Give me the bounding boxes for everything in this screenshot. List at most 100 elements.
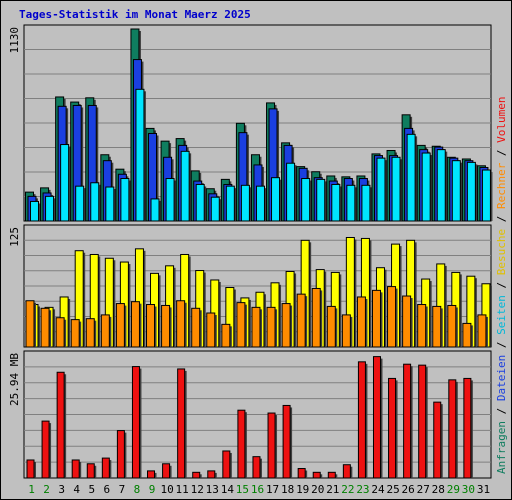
sites-bar-day-4 (70, 319, 80, 348)
pages-bar-day-25 (391, 156, 401, 222)
sites-bar-day-18 (281, 303, 291, 348)
volume-bar-day-11 (177, 368, 186, 479)
volume-bar-day-26 (403, 363, 412, 479)
legend-entry: Volumen (495, 96, 508, 142)
legend-entry: Anfragen (495, 421, 508, 474)
x-tick-label-day-8: 8 (134, 483, 141, 496)
pages-bar-day-5 (90, 182, 100, 222)
y-axis-max-label-panel-2: 125 (8, 227, 21, 247)
x-tick-label-day-29: 29 (447, 483, 460, 496)
legend-entry: / (495, 335, 508, 355)
volume-bar-day-12 (192, 471, 201, 479)
pages-bar-day-1 (30, 200, 39, 222)
x-tick-label-day-19: 19 (296, 483, 309, 496)
x-tick-label-day-2: 2 (43, 483, 50, 496)
pages-bar-day-31 (481, 169, 491, 222)
pages-bar-day-16 (255, 185, 265, 222)
x-tick-label-day-25: 25 (386, 483, 399, 496)
volume-bar-day-30 (463, 377, 472, 479)
pages-bar-day-28 (436, 149, 446, 222)
chart-title: Tages-Statistik im Monat Maerz 2025 (19, 8, 251, 21)
volume-bar-day-7 (116, 430, 125, 479)
volume-bar-day-1 (26, 459, 35, 479)
sites-bar-day-31 (477, 314, 487, 348)
pages-bar-day-17 (271, 177, 281, 222)
volume-bar-day-15 (237, 409, 246, 479)
volume-bar-day-19 (297, 468, 306, 479)
sites-bar-day-13 (206, 312, 216, 348)
pages-bar-day-11 (180, 150, 190, 222)
volume-bar-day-3 (56, 371, 65, 479)
x-tick-label-day-10: 10 (160, 483, 173, 496)
y-axis-max-label-panel-1: 1130 (8, 27, 21, 54)
volume-bar-day-13 (207, 470, 216, 479)
sites-bar-day-19 (296, 293, 306, 348)
x-tick-label-day-31: 31 (477, 483, 490, 496)
x-tick-label-day-20: 20 (311, 483, 324, 496)
sites-bar-day-2 (40, 307, 50, 348)
legend-entry: / (495, 275, 508, 295)
x-tick-label-day-9: 9 (149, 483, 156, 496)
pages-bar-day-9 (150, 198, 160, 222)
pages-bar-day-30 (466, 161, 476, 222)
x-tick-label-day-14: 14 (221, 483, 235, 496)
volume-bar-day-24 (372, 356, 381, 479)
x-tick-label-day-15: 15 (236, 483, 249, 496)
pages-bar-day-13 (210, 196, 220, 222)
x-tick-label-day-28: 28 (432, 483, 445, 496)
x-tick-label-day-7: 7 (119, 483, 126, 496)
pages-bar-day-10 (165, 178, 175, 222)
pages-bar-day-15 (240, 184, 250, 222)
legend-entry: / (495, 401, 508, 421)
volume-bar-day-28 (433, 401, 442, 479)
sites-bar-day-21 (326, 305, 336, 348)
x-tick-label-day-27: 27 (417, 483, 430, 496)
x-tick-label-day-21: 21 (326, 483, 339, 496)
sites-bar-day-20 (311, 287, 321, 348)
x-tick-label-day-11: 11 (176, 483, 189, 496)
pages-bar-day-7 (120, 178, 130, 222)
sites-bar-day-7 (115, 303, 125, 348)
sites-bar-day-8 (130, 301, 140, 348)
volume-bar-day-18 (282, 404, 291, 479)
y-axis-max-label-panel-3: 25.94 MB (8, 353, 21, 406)
pages-bar-day-2 (45, 195, 55, 222)
sites-bar-day-14 (221, 323, 231, 348)
volume-bar-day-10 (162, 463, 171, 479)
volume-bar-day-29 (448, 379, 457, 479)
sites-bar-day-15 (236, 302, 246, 348)
pages-bar-day-14 (225, 185, 235, 222)
volume-bar-day-8 (131, 366, 140, 479)
x-tick-label-day-17: 17 (266, 483, 279, 496)
pages-bar-day-3 (60, 144, 70, 222)
sites-bar-day-16 (251, 306, 261, 348)
x-tick-label-day-23: 23 (356, 483, 369, 496)
x-tick-label-day-13: 13 (206, 483, 219, 496)
sites-bar-day-11 (176, 300, 186, 348)
volume-bar-day-4 (71, 459, 80, 479)
volume-bar-day-21 (327, 471, 336, 479)
x-tick-label-day-18: 18 (281, 483, 294, 496)
pages-bar-day-23 (361, 184, 371, 222)
pages-bar-day-27 (421, 152, 431, 222)
sites-bar-day-3 (55, 317, 65, 348)
x-tick-label-day-6: 6 (104, 483, 111, 496)
pages-bar-day-4 (75, 185, 85, 222)
sites-bar-day-5 (85, 318, 95, 348)
sites-bar-day-23 (356, 296, 366, 348)
legend-entry: Besuche (495, 229, 508, 275)
volume-bar-day-22 (342, 464, 351, 479)
sites-bar-day-10 (161, 304, 171, 348)
volume-bar-day-17 (267, 412, 276, 479)
sites-bar-day-28 (432, 305, 442, 348)
sites-bar-day-30 (462, 322, 472, 348)
sites-bar-day-25 (387, 286, 397, 348)
volume-bar-day-23 (357, 361, 366, 479)
volume-bar-day-25 (388, 377, 397, 479)
x-tick-label-day-3: 3 (58, 483, 65, 496)
volume-bar-day-20 (312, 471, 321, 479)
x-tick-label-day-26: 26 (402, 483, 415, 496)
pages-bar-day-6 (105, 186, 115, 222)
pages-bar-day-18 (286, 162, 296, 222)
x-tick-label-day-24: 24 (371, 483, 385, 496)
